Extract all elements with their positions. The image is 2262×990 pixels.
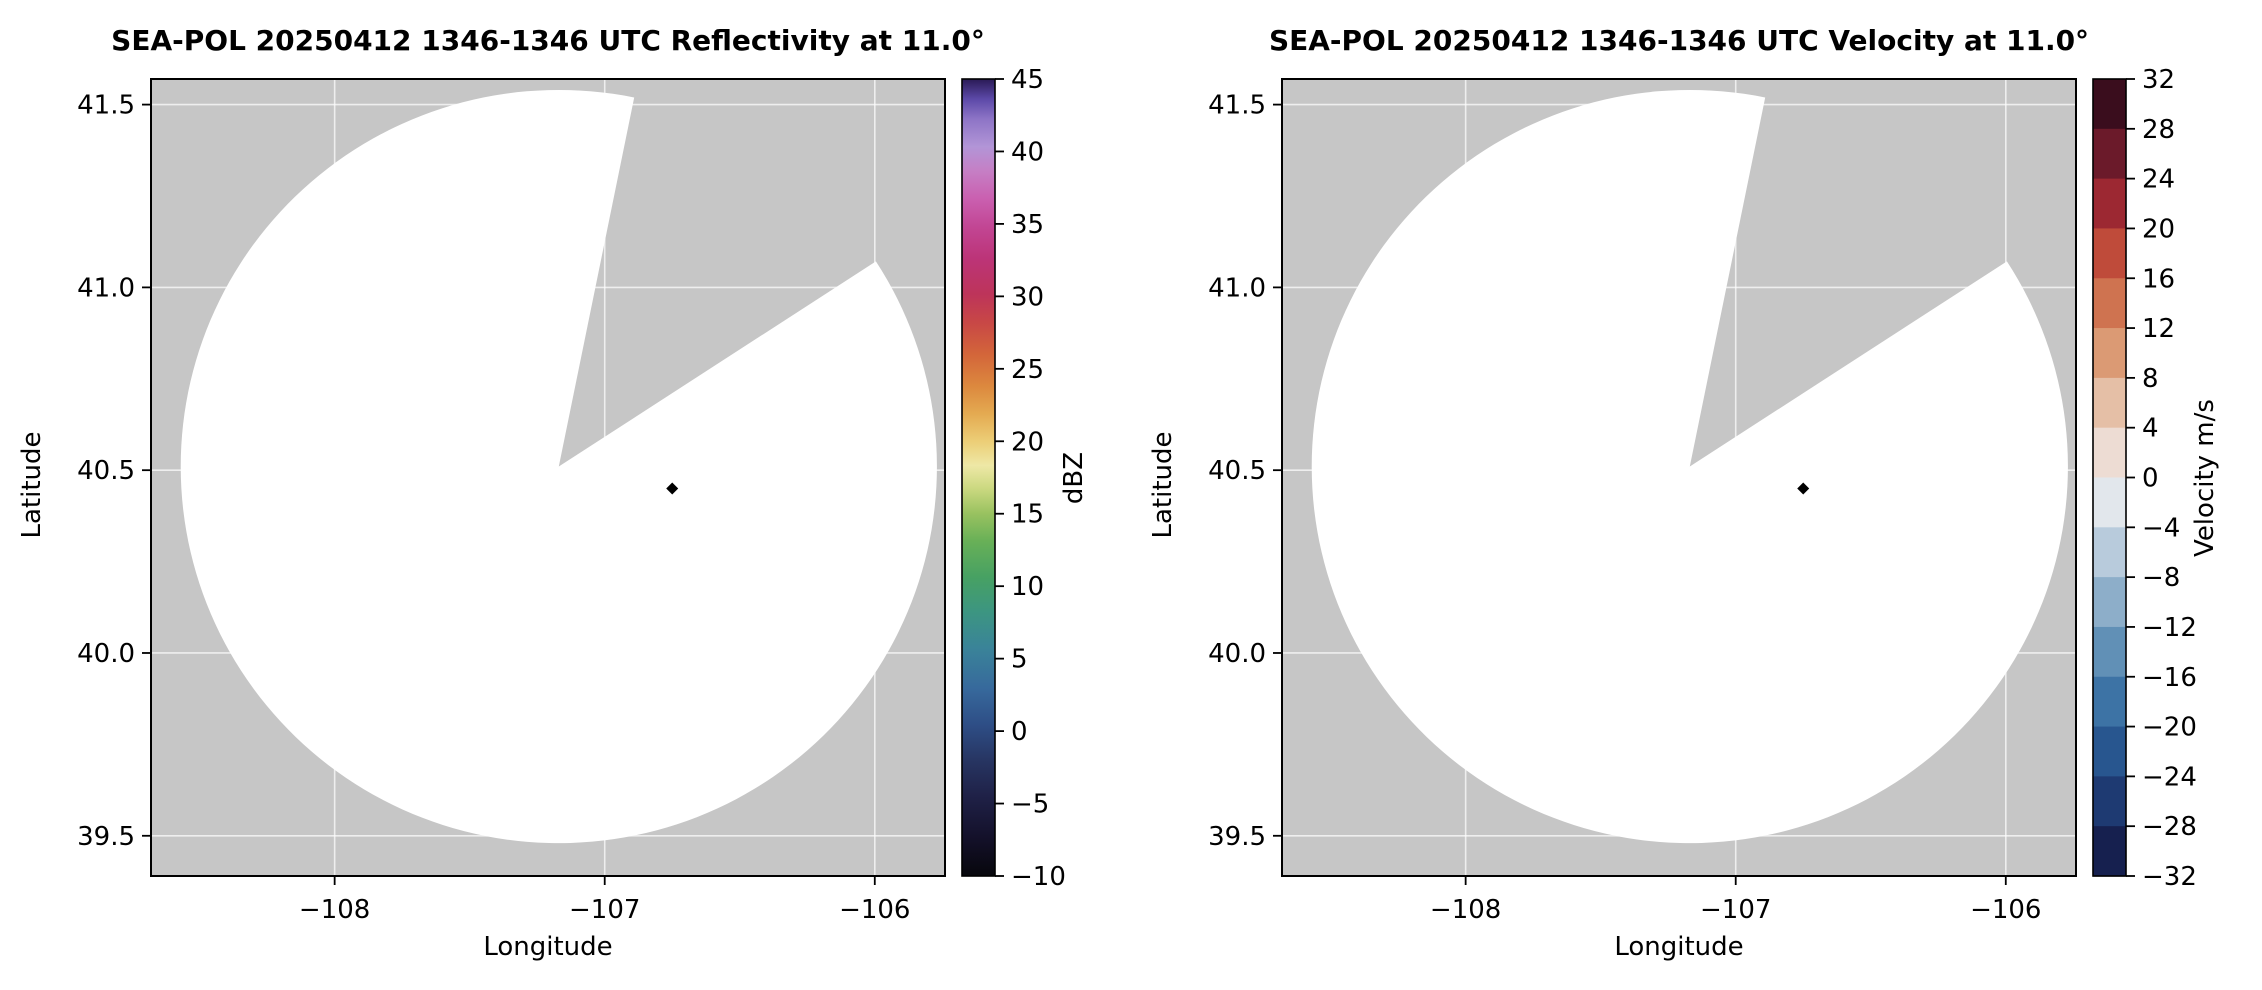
colorbar-segment bbox=[2093, 228, 2126, 279]
colorbar-tick-label: 28 bbox=[2142, 115, 2175, 145]
colorbar-ticks: 45 40 35 30 25 20 15 10 5 0 −5 −10 bbox=[995, 65, 1066, 892]
colorbar-tick-label: −24 bbox=[2142, 762, 2197, 792]
colorbar-tick-label: 40 bbox=[1011, 137, 1044, 167]
radar-coverage bbox=[1311, 89, 2068, 844]
colorbar-segment bbox=[2093, 178, 2126, 230]
colorbar-tick-label: 24 bbox=[2142, 165, 2175, 195]
y-tick-label: 41.5 bbox=[77, 91, 135, 121]
plot-border bbox=[1281, 78, 2077, 877]
colorbar-tick-label: 20 bbox=[2142, 214, 2175, 244]
colorbar-label: Velocity m/s bbox=[2190, 399, 2220, 557]
x-tick-label: −108 bbox=[1430, 895, 1501, 925]
y-tick-label: 40.5 bbox=[77, 456, 135, 486]
y-tick-label: 39.5 bbox=[1208, 822, 1266, 852]
colorbar-tick-label: −16 bbox=[2142, 663, 2197, 693]
data-point-marker bbox=[666, 482, 679, 495]
colorbar-tick-label: 16 bbox=[2142, 264, 2175, 294]
colorbar-tick-label: −10 bbox=[1011, 862, 1066, 892]
y-axis-label: Latitude bbox=[1148, 431, 1178, 538]
colorbar-tick-label: 5 bbox=[1011, 645, 1028, 675]
x-tick-label: −106 bbox=[839, 895, 910, 925]
axis-ticks: −108 −107 −106 41.5 41.0 40.5 40.0 39.5 bbox=[77, 91, 910, 925]
data-point-marker bbox=[1797, 482, 1810, 495]
colorbar-tick-label: −32 bbox=[2142, 862, 2197, 892]
x-tick-label: −107 bbox=[569, 895, 640, 925]
colorbar-segment bbox=[2093, 328, 2126, 379]
colorbar-segment bbox=[2093, 626, 2126, 678]
colorbar-segment bbox=[2093, 477, 2126, 528]
x-tick-label: −108 bbox=[299, 895, 370, 925]
y-axis-label: Latitude bbox=[17, 431, 47, 538]
reflectivity-panel: −108 −107 −106 41.5 41.0 40.5 40.0 39.5 SEA-POL… bbox=[17, 24, 1089, 962]
colorbar-tick-label: 32 bbox=[2142, 65, 2175, 95]
colorbar-tick-label: −20 bbox=[2142, 713, 2197, 743]
colorbar-tick-label: 30 bbox=[1011, 282, 1044, 312]
colorbar-ticks: 32 28 24 20 16 12 8 4 0 −4 −8 −12 −16 −20 −24 −28 −32 bbox=[2126, 65, 2197, 892]
colorbar-segment bbox=[2093, 128, 2126, 180]
colorbar-segment bbox=[2093, 278, 2126, 329]
panel-title: SEA-POL 20250412 1346-1346 UTC Reflectiv… bbox=[111, 24, 985, 57]
colorbar-body bbox=[2093, 79, 2126, 877]
colorbar-segment bbox=[2093, 527, 2126, 578]
colorbar-tick-label: 25 bbox=[1011, 355, 1044, 385]
colorbar-segment bbox=[2093, 427, 2126, 479]
colorbar-tick-label: −12 bbox=[2142, 613, 2197, 643]
colorbar-tick-label: 35 bbox=[1011, 210, 1044, 240]
colorbar-tick-label: −28 bbox=[2142, 812, 2197, 842]
colorbar-segment bbox=[2093, 776, 2126, 827]
y-tick-label: 41.0 bbox=[1208, 273, 1266, 303]
velocity-panel: −108 −107 −106 41.5 41.0 40.5 40.0 39.5 SEA-POL… bbox=[1148, 24, 2220, 962]
colorbar-tick-label: −5 bbox=[1011, 790, 1049, 820]
colorbar-segment bbox=[2093, 826, 2126, 877]
x-tick-label: −107 bbox=[1700, 895, 1771, 925]
colorbar-body bbox=[962, 79, 995, 876]
colorbar-tick-label: 10 bbox=[1011, 572, 1044, 602]
plot-border bbox=[150, 78, 946, 877]
colorbar-tick-label: 8 bbox=[2142, 364, 2159, 394]
colorbar-tick-label: 15 bbox=[1011, 500, 1044, 530]
y-tick-label: 41.0 bbox=[77, 273, 135, 303]
colorbar-tick-label: 12 bbox=[2142, 314, 2175, 344]
colorbar-tick-label: 45 bbox=[1011, 65, 1044, 95]
y-tick-label: 40.0 bbox=[1208, 639, 1266, 669]
y-tick-label: 39.5 bbox=[77, 822, 135, 852]
colorbar-segment bbox=[2093, 377, 2126, 429]
colorbar-outline bbox=[961, 78, 996, 877]
colorbar-segment bbox=[2093, 726, 2126, 777]
y-tick-label: 40.5 bbox=[1208, 456, 1266, 486]
colorbar-tick-label: 20 bbox=[1011, 427, 1044, 457]
colorbar-tick-label: −8 bbox=[2142, 563, 2180, 593]
x-tick-label: −106 bbox=[1970, 895, 2041, 925]
colorbar-fill bbox=[962, 79, 995, 876]
x-axis-label: Longitude bbox=[1614, 932, 1743, 962]
colorbar-segment bbox=[2093, 676, 2126, 728]
colorbar-label: dBZ bbox=[1059, 452, 1089, 504]
radar-coverage bbox=[180, 89, 937, 844]
colorbar-tick-label: 0 bbox=[2142, 464, 2159, 494]
x-axis-label: Longitude bbox=[483, 932, 612, 962]
colorbar-tick-label: 4 bbox=[2142, 414, 2159, 444]
panel-title: SEA-POL 20250412 1346-1346 UTC Velocity … bbox=[1269, 24, 2089, 57]
colorbar-segment bbox=[2093, 79, 2126, 130]
axis-ticks: −108 −107 −106 41.5 41.0 40.5 40.0 39.5 bbox=[1208, 91, 2041, 925]
colorbar-tick-label: 0 bbox=[1011, 717, 1028, 747]
y-tick-label: 40.0 bbox=[77, 639, 135, 669]
colorbar-segment bbox=[2093, 577, 2126, 628]
y-tick-label: 41.5 bbox=[1208, 91, 1266, 121]
colorbar-tick-label: −4 bbox=[2142, 513, 2180, 543]
